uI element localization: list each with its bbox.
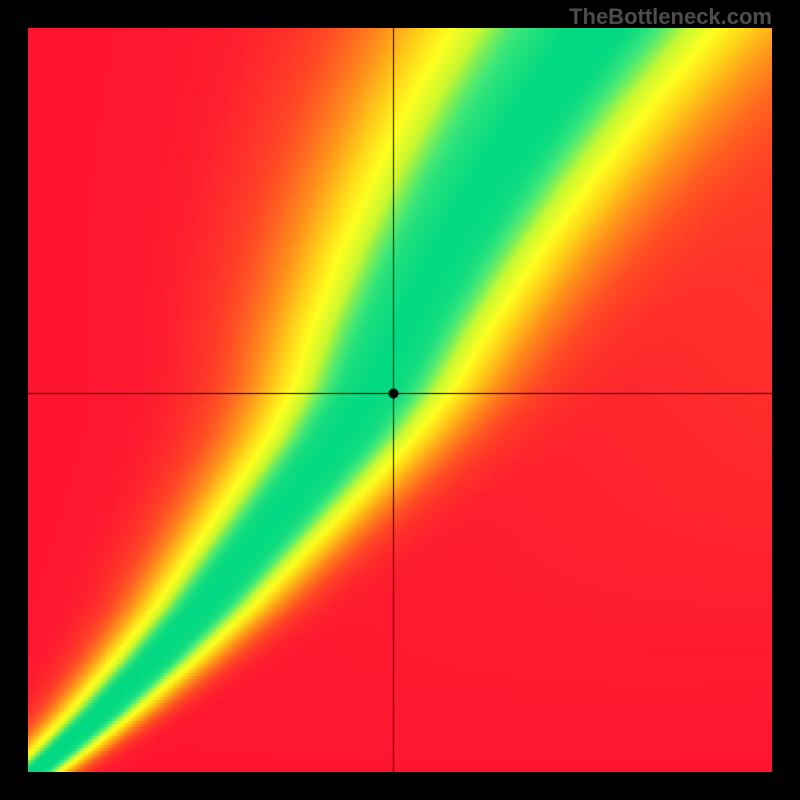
heatmap-canvas — [28, 28, 772, 772]
heatmap-plot — [28, 28, 772, 772]
watermark-text: TheBottleneck.com — [569, 4, 772, 30]
chart-frame: TheBottleneck.com — [0, 0, 800, 800]
